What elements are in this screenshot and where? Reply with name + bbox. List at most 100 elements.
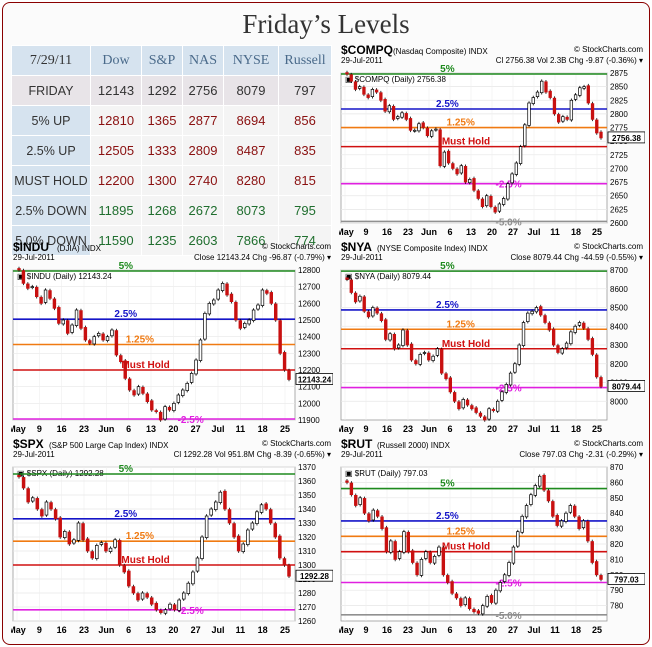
indu-candle <box>287 370 291 380</box>
spx-candle <box>186 582 191 594</box>
rut-candle <box>441 547 446 576</box>
compq-y-tick: 2625 <box>610 205 628 214</box>
table-date: 7/29/11 <box>11 45 91 76</box>
rut-candle <box>564 512 568 522</box>
nya-candle <box>504 384 508 393</box>
spx-candle <box>85 538 90 552</box>
spx-candle <box>40 509 44 517</box>
spx-candle <box>177 599 181 611</box>
spx-x-tick: 16 <box>57 625 67 635</box>
spx-candle <box>204 515 209 538</box>
compq-level-label-down5: -5.0% <box>496 217 522 228</box>
rut-candle <box>358 497 362 505</box>
spx-candle <box>149 597 154 605</box>
spx-x-tick: Jun <box>98 625 114 635</box>
spx-candle <box>140 592 145 600</box>
compq-candle <box>518 146 523 164</box>
rut-level-label-down5: -5.0% <box>496 611 522 622</box>
compq-candle <box>370 89 375 97</box>
indu-candle <box>189 372 194 383</box>
compq-candle <box>379 92 383 101</box>
rut-y-tick: 790 <box>610 586 624 595</box>
levels-table-header: 7/29/11 Dow S&P NAS NYSE Russell <box>11 45 332 76</box>
nya-candle <box>487 408 491 420</box>
rut-y-tick: 820 <box>610 540 624 549</box>
indu-candle <box>105 336 110 341</box>
rut-x-tick: 16 <box>382 625 392 635</box>
nya-candle <box>358 295 362 302</box>
nya-x-tick: 18 <box>571 424 581 434</box>
rut-chart-legend: ▣ $RUT (Daily) 797.03 <box>345 469 428 478</box>
table-cell: 12200 <box>90 165 142 196</box>
row-label: 2.5% UP <box>11 135 91 166</box>
compq-last-value-box <box>607 131 645 144</box>
compq-candle <box>527 102 531 126</box>
spx-x-tick: 9 <box>37 625 42 635</box>
indu-x-tick: 6 <box>126 424 131 434</box>
nya-candle <box>379 313 384 321</box>
rut-candle <box>410 550 415 563</box>
compq-candle <box>366 94 370 98</box>
compq-candle <box>552 97 557 115</box>
spx-y-tick: 1360 <box>298 477 316 486</box>
compq-candle <box>590 103 595 120</box>
rut-candle <box>415 562 419 576</box>
indu-candle <box>282 352 287 371</box>
nya-candle <box>478 412 483 417</box>
compq-chart-panel: $COMPQ (Nasdaq Composite) INDX © StockChar… <box>339 43 645 239</box>
table-cell: 7866 <box>223 225 279 256</box>
rut-x-tick: 6 <box>447 625 452 635</box>
nya-level-label-up125: 1.25% <box>447 319 475 330</box>
indu-candle <box>21 270 26 284</box>
compq-x-tick: 13 <box>466 227 476 237</box>
rut-candle <box>393 541 397 560</box>
indu-x-tick: 20 <box>168 424 178 434</box>
nya-candle <box>534 307 539 313</box>
spx-candle <box>163 609 168 614</box>
compq-candle <box>430 130 434 137</box>
indu-candle <box>52 298 57 309</box>
rut-x-tick: 23 <box>403 625 413 635</box>
compq-candle <box>396 116 400 119</box>
rut-level-label-up125: 1.25% <box>447 526 475 537</box>
indu-candle <box>70 324 74 333</box>
rut-level-label-down25: -2.5% <box>496 579 522 590</box>
indu-candle <box>96 332 101 337</box>
compq-level-label-hold: Must Hold <box>442 137 490 148</box>
spx-y-tick: 1330 <box>298 519 316 528</box>
table-cell: 1268 <box>141 195 183 226</box>
indu-last-value-label: 12143.24 <box>298 376 332 385</box>
compq-candle <box>383 99 387 112</box>
rut-x-tick: 18 <box>571 625 581 635</box>
indu-candle <box>220 282 225 291</box>
spx-candle <box>44 501 49 516</box>
compq-x-tick: Jul <box>527 227 540 237</box>
rut-level-label-up25: 2.5% <box>436 511 459 522</box>
nya-x-tick: Jul <box>527 424 540 434</box>
indu-candle <box>203 312 207 340</box>
rut-candle <box>502 574 507 582</box>
rut-candle <box>472 608 476 613</box>
indu-x-tick: 13 <box>146 424 156 434</box>
indu-candle <box>265 290 269 294</box>
compq-candle <box>463 165 468 183</box>
compq-y-tick: 2675 <box>610 178 628 187</box>
rut-candle <box>380 516 384 529</box>
rut-x-tick: Jul <box>527 625 540 635</box>
table-cell: 2877 <box>182 105 224 136</box>
indu-candle <box>17 268 21 271</box>
compq-candle <box>501 198 506 205</box>
spx-candle <box>159 610 163 613</box>
nya-candle <box>384 319 388 340</box>
rut-y-tick: 860 <box>610 478 624 487</box>
nya-candle <box>530 310 534 315</box>
nya-candle <box>564 342 569 349</box>
indu-chart-panel: $INDU (DJIA) INDX © StockCharts.com 29-Jul-… <box>11 240 333 436</box>
compq-level-label-up25: 2.5% <box>436 99 459 110</box>
indu-candle <box>127 378 132 391</box>
compq-chart-watermark: © StockCharts.com <box>574 45 643 54</box>
rut-candle <box>516 531 520 547</box>
nya-candle <box>392 333 397 350</box>
rut-chart-stats: Close 797.03 Chg -2.31 (-0.29%) ▾ <box>519 450 643 459</box>
